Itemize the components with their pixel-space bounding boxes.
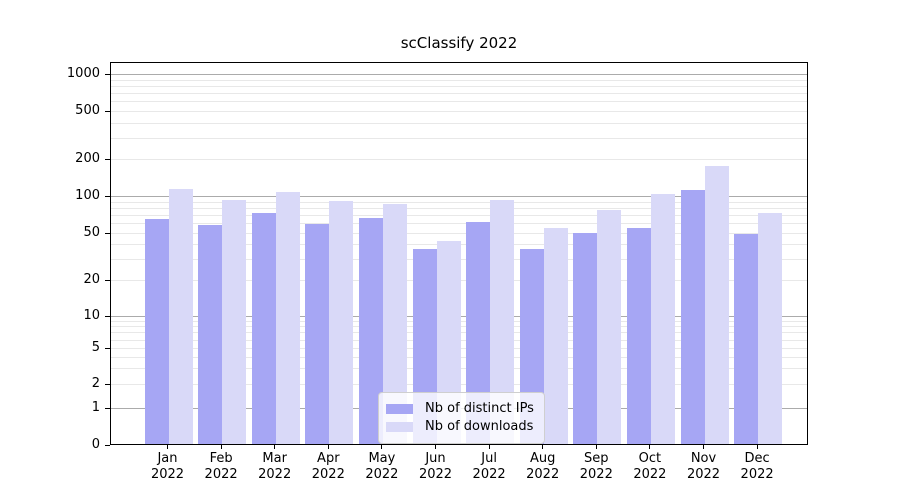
- y-tick-mark: [105, 407, 110, 409]
- y-tick-mark: [105, 110, 110, 112]
- x-tick-label: Feb 2022: [204, 451, 238, 482]
- minor-gridline: [111, 137, 807, 139]
- bar-distinct-ips-nov: [680, 190, 705, 444]
- minor-gridline: [111, 201, 807, 203]
- legend-swatch-downloads-icon: [386, 421, 413, 432]
- minor-gridline: [111, 85, 807, 87]
- x-tick-label: Nov 2022: [686, 451, 721, 482]
- x-tick-mark: [167, 445, 168, 449]
- x-tick-mark: [274, 445, 276, 449]
- minor-gridline: [111, 159, 807, 160]
- y-tick-label: 1000: [66, 66, 100, 81]
- minor-gridline: [111, 207, 807, 209]
- bar-distinct-ips-sep: [573, 232, 598, 444]
- legend-item: Nb of downloads: [386, 419, 534, 434]
- major-gridline: [111, 196, 807, 197]
- bar-downloads-feb: [222, 199, 247, 444]
- minor-gridline: [111, 111, 807, 112]
- x-tick-mark: [542, 445, 544, 449]
- x-tick-mark: [649, 445, 651, 449]
- bar-distinct-ips-dec: [734, 234, 759, 444]
- x-tick-label: Sep 2022: [579, 451, 613, 482]
- x-tick-label: Oct 2022: [633, 451, 667, 482]
- x-tick-label: Jun 2022: [418, 451, 453, 482]
- x-tick-label: May 2022: [365, 451, 399, 482]
- legend-swatch-distinct-ips-icon: [386, 403, 413, 414]
- x-tick-label: Aug 2022: [526, 451, 560, 482]
- bar-distinct-ips-jan: [144, 219, 169, 444]
- y-tick-label: 10: [83, 308, 100, 323]
- y-tick-label: 50: [83, 225, 100, 240]
- x-tick-mark: [756, 445, 758, 449]
- x-tick-mark: [435, 445, 436, 449]
- minor-gridline: [111, 215, 807, 217]
- minor-gridline: [111, 79, 807, 81]
- y-tick-mark: [105, 73, 110, 75]
- legend-label-distinct-ips: Nb of distinct IPs: [425, 401, 534, 416]
- x-tick-mark: [703, 445, 704, 449]
- y-tick-label: 20: [83, 272, 100, 287]
- minor-gridline: [111, 93, 807, 95]
- minor-gridline: [111, 223, 807, 225]
- y-tick-label: 2: [91, 376, 100, 391]
- y-tick-label: 100: [75, 188, 100, 203]
- y-tick-mark: [105, 383, 110, 385]
- y-tick-label: 500: [75, 103, 100, 118]
- bar-downloads-jan: [168, 188, 193, 444]
- minor-gridline: [111, 233, 807, 234]
- major-gridline: [111, 74, 807, 75]
- plot-area: [110, 62, 808, 445]
- minor-gridline: [111, 122, 807, 124]
- x-tick-mark: [381, 445, 383, 449]
- x-tick-mark: [327, 445, 329, 449]
- y-tick-mark: [105, 195, 110, 197]
- x-tick-mark: [595, 445, 597, 449]
- legend-label-downloads: Nb of downloads: [425, 419, 534, 434]
- y-tick-mark: [105, 158, 110, 160]
- x-tick-label: Jan 2022: [150, 451, 185, 482]
- y-tick-mark: [105, 279, 110, 281]
- y-tick-label: 200: [75, 151, 100, 166]
- x-tick-mark: [488, 445, 490, 449]
- x-tick-label: Apr 2022: [311, 451, 345, 482]
- chart-title: scClassify 2022: [400, 34, 518, 52]
- bar-distinct-ips-feb: [198, 225, 223, 444]
- bar-downloads-dec: [758, 213, 783, 444]
- x-tick-label: Mar 2022: [258, 451, 292, 482]
- bar-downloads-aug: [543, 227, 568, 444]
- legend-item: Nb of distinct IPs: [386, 401, 534, 416]
- bar-downloads-mar: [275, 191, 300, 444]
- y-tick-label: 5: [91, 340, 100, 355]
- y-tick-label: 0: [91, 437, 100, 452]
- y-tick-mark: [105, 315, 110, 317]
- bar-downloads-nov: [704, 165, 729, 444]
- bar-distinct-ips-oct: [626, 227, 651, 444]
- bar-distinct-ips-mar: [251, 213, 276, 444]
- y-tick-mark: [105, 232, 110, 234]
- x-tick-label: Jul 2022: [472, 451, 506, 482]
- y-tick-mark: [105, 444, 110, 446]
- x-tick-label: Dec 2022: [740, 451, 774, 482]
- bar-distinct-ips-apr: [305, 224, 330, 444]
- y-tick-label: 1: [91, 400, 100, 415]
- legend: Nb of distinct IPs Nb of downloads: [378, 392, 545, 444]
- minor-gridline: [111, 101, 807, 103]
- x-tick-mark: [220, 445, 222, 449]
- bar-downloads-apr: [329, 200, 354, 444]
- bar-downloads-oct: [650, 194, 675, 444]
- y-tick-mark: [105, 347, 110, 349]
- bar-downloads-sep: [597, 210, 622, 444]
